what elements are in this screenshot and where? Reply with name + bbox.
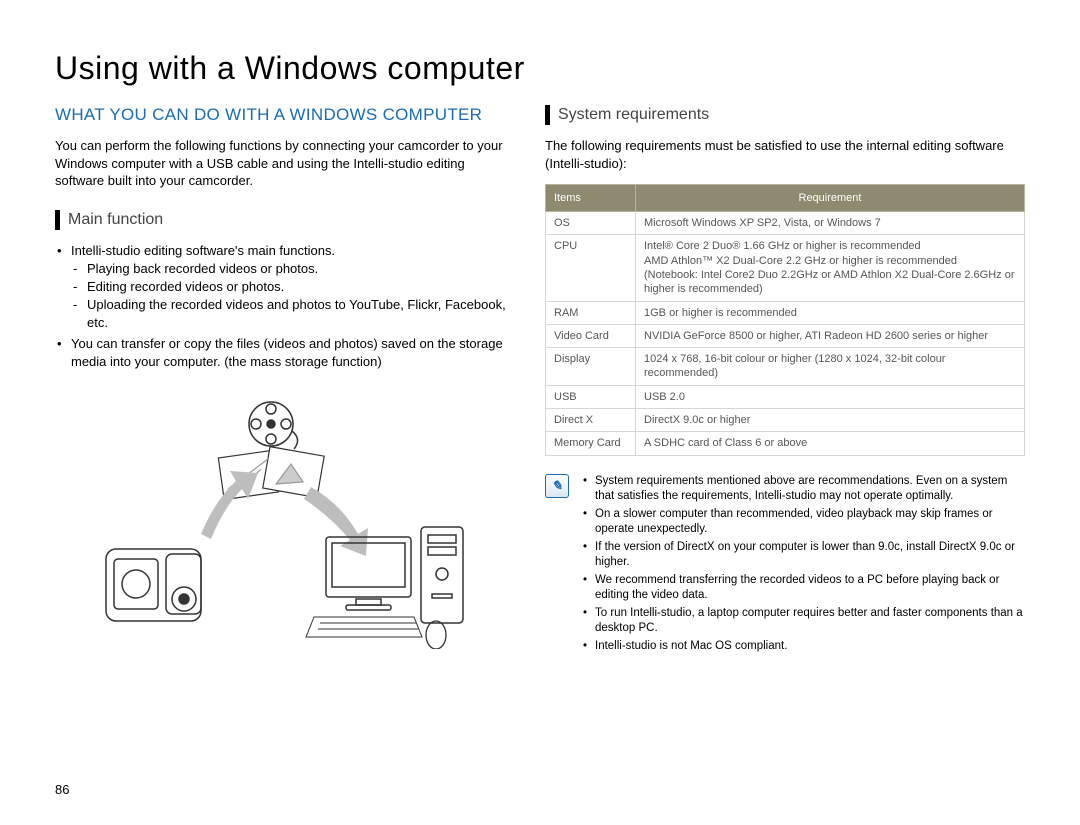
table-cell-item: USB (546, 385, 636, 408)
list-sub-item: Editing recorded videos or photos. (71, 278, 517, 296)
note-item: We recommend transferring the recorded v… (583, 573, 1025, 604)
table-cell-requirement: USB 2.0 (636, 385, 1025, 408)
note-item: To run Intelli-studio, a laptop computer… (583, 606, 1025, 637)
sub-heading-label: Main function (68, 211, 163, 229)
table-cell-item: Memory Card (546, 432, 636, 455)
requirements-table: Items Requirement OSMicrosoft Windows XP… (545, 184, 1025, 456)
list-item: Intelli-studio editing software's main f… (57, 242, 517, 333)
left-column: WHAT YOU CAN DO WITH A WINDOWS COMPUTER … (55, 105, 517, 656)
table-header-requirement: Requirement (636, 185, 1025, 212)
notes-list: System requirements mentioned above are … (583, 474, 1025, 657)
note-item: Intelli-studio is not Mac OS compliant. (583, 639, 1025, 655)
table-row: Video CardNVIDIA GeForce 8500 or higher,… (546, 324, 1025, 347)
table-cell-item: Display (546, 348, 636, 386)
table-row: OSMicrosoft Windows XP SP2, Vista, or Wi… (546, 212, 1025, 235)
sub-heading-label: System requirements (558, 106, 709, 124)
page-title: Using with a Windows computer (55, 50, 1025, 87)
table-cell-requirement: Intel® Core 2 Duo® 1.66 GHz or higher is… (636, 235, 1025, 301)
requirements-intro: The following requirements must be satis… (545, 137, 1025, 172)
table-row: RAM1GB or higher is recommended (546, 301, 1025, 324)
illustration-svg (96, 399, 476, 649)
table-cell-item: OS (546, 212, 636, 235)
table-cell-item: Direct X (546, 409, 636, 432)
table-row: Memory CardA SDHC card of Class 6 or abo… (546, 432, 1025, 455)
note-item: On a slower computer than recommended, v… (583, 507, 1025, 538)
table-cell-item: Video Card (546, 324, 636, 347)
intro-paragraph: You can perform the following functions … (55, 137, 517, 190)
table-cell-requirement: 1024 x 768, 16-bit colour or higher (128… (636, 348, 1025, 386)
list-sub-item: Uploading the recorded videos and photos… (71, 296, 517, 332)
connection-illustration (55, 399, 517, 649)
table-row: Display1024 x 768, 16-bit colour or high… (546, 348, 1025, 386)
page-number: 86 (55, 782, 69, 797)
table-cell-requirement: DirectX 9.0c or higher (636, 409, 1025, 432)
table-cell-requirement: NVIDIA GeForce 8500 or higher, ATI Radeo… (636, 324, 1025, 347)
sub-heading-system-requirements: System requirements (545, 105, 1025, 125)
table-cell-item: CPU (546, 235, 636, 301)
right-column: System requirements The following requir… (545, 105, 1025, 656)
note-item: If the version of DirectX on your comput… (583, 540, 1025, 571)
note-item: System requirements mentioned above are … (583, 474, 1025, 505)
table-row: USBUSB 2.0 (546, 385, 1025, 408)
sub-heading-main-function: Main function (55, 210, 517, 230)
table-cell-requirement: Microsoft Windows XP SP2, Vista, or Wind… (636, 212, 1025, 235)
table-cell-requirement: A SDHC card of Class 6 or above (636, 432, 1025, 455)
table-row: Direct XDirectX 9.0c or higher (546, 409, 1025, 432)
list-sub-item: Playing back recorded videos or photos. (71, 260, 517, 278)
table-cell-item: RAM (546, 301, 636, 324)
table-header-items: Items (546, 185, 636, 212)
table-cell-requirement: 1GB or higher is recommended (636, 301, 1025, 324)
section-heading: WHAT YOU CAN DO WITH A WINDOWS COMPUTER (55, 105, 517, 125)
note-icon: ✎ (545, 474, 569, 498)
main-function-list: Intelli-studio editing software's main f… (55, 242, 517, 371)
notes-block: ✎ System requirements mentioned above ar… (545, 474, 1025, 657)
list-item: You can transfer or copy the files (vide… (57, 335, 517, 371)
table-row: CPUIntel® Core 2 Duo® 1.66 GHz or higher… (546, 235, 1025, 301)
